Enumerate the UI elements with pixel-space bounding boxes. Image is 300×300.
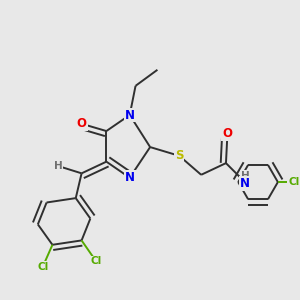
Text: Cl: Cl	[288, 177, 299, 187]
Text: N: N	[125, 109, 135, 122]
Text: Cl: Cl	[91, 256, 102, 266]
Text: O: O	[222, 128, 233, 140]
Text: N: N	[125, 171, 135, 184]
Text: O: O	[76, 117, 87, 130]
Text: S: S	[175, 149, 184, 162]
Text: Cl: Cl	[37, 262, 48, 272]
Text: H: H	[54, 161, 63, 171]
Text: N: N	[240, 177, 250, 190]
Text: H: H	[241, 171, 249, 181]
